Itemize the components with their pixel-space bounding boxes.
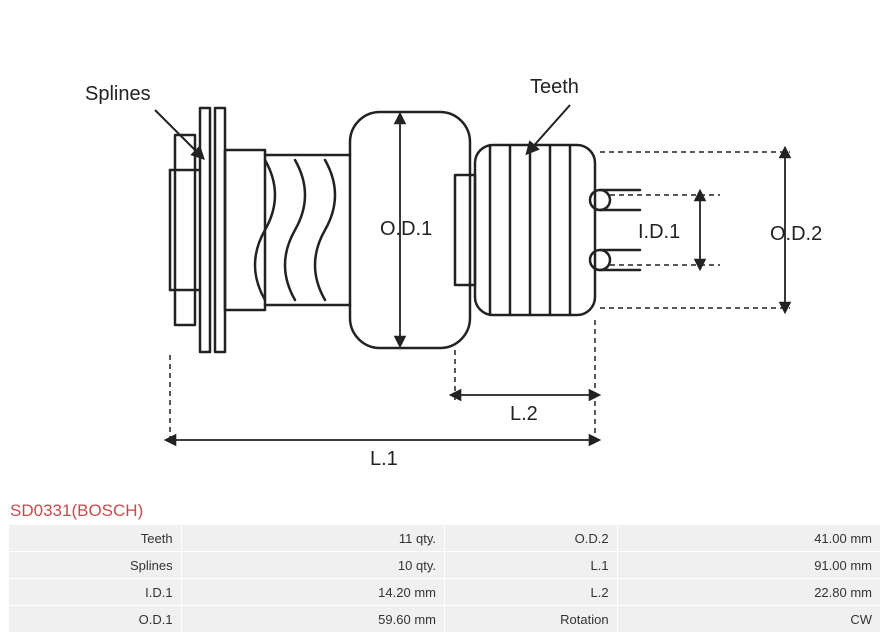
spec-key: L.1 bbox=[445, 552, 617, 578]
spec-val: 11 qty. bbox=[182, 525, 444, 551]
technical-diagram: Splines Teeth O.D.1 I.D.1 O.D.2 L.2 L.1 bbox=[0, 0, 889, 490]
label-id1: I.D.1 bbox=[638, 221, 680, 243]
spec-key: Rotation bbox=[445, 606, 617, 632]
diagram-svg: Splines Teeth O.D.1 I.D.1 O.D.2 L.2 L.1 bbox=[0, 0, 889, 490]
spec-val: 14.20 mm bbox=[182, 579, 444, 605]
spec-key: Splines bbox=[9, 552, 181, 578]
label-od2: O.D.2 bbox=[770, 223, 822, 245]
label-teeth: Teeth bbox=[530, 76, 579, 98]
spec-key: O.D.1 bbox=[9, 606, 181, 632]
part-mfr-close: ) bbox=[138, 501, 144, 520]
spec-key: O.D.2 bbox=[445, 525, 617, 551]
label-l1: L.1 bbox=[370, 448, 398, 470]
part-code: SD0331 bbox=[10, 501, 71, 520]
spec-val: 41.00 mm bbox=[618, 525, 880, 551]
label-splines: Splines bbox=[85, 83, 151, 105]
part-mfr: BOSCH bbox=[77, 501, 137, 520]
spec-val: 91.00 mm bbox=[618, 552, 880, 578]
spec-val: CW bbox=[618, 606, 880, 632]
spec-key: L.2 bbox=[445, 579, 617, 605]
table-row: O.D.1 59.60 mm Rotation CW bbox=[9, 606, 880, 632]
part-title: SD0331(BOSCH) bbox=[10, 501, 143, 521]
spec-val: 22.80 mm bbox=[618, 579, 880, 605]
spec-key: Teeth bbox=[9, 525, 181, 551]
table-row: Teeth 11 qty. O.D.2 41.00 mm bbox=[9, 525, 880, 551]
spec-val: 59.60 mm bbox=[182, 606, 444, 632]
spec-table: Teeth 11 qty. O.D.2 41.00 mm Splines 10 … bbox=[8, 524, 881, 633]
label-l2: L.2 bbox=[510, 403, 538, 425]
spec-key: I.D.1 bbox=[9, 579, 181, 605]
label-od1: O.D.1 bbox=[380, 218, 432, 240]
table-row: Splines 10 qty. L.1 91.00 mm bbox=[9, 552, 880, 578]
spec-val: 10 qty. bbox=[182, 552, 444, 578]
table-row: I.D.1 14.20 mm L.2 22.80 mm bbox=[9, 579, 880, 605]
